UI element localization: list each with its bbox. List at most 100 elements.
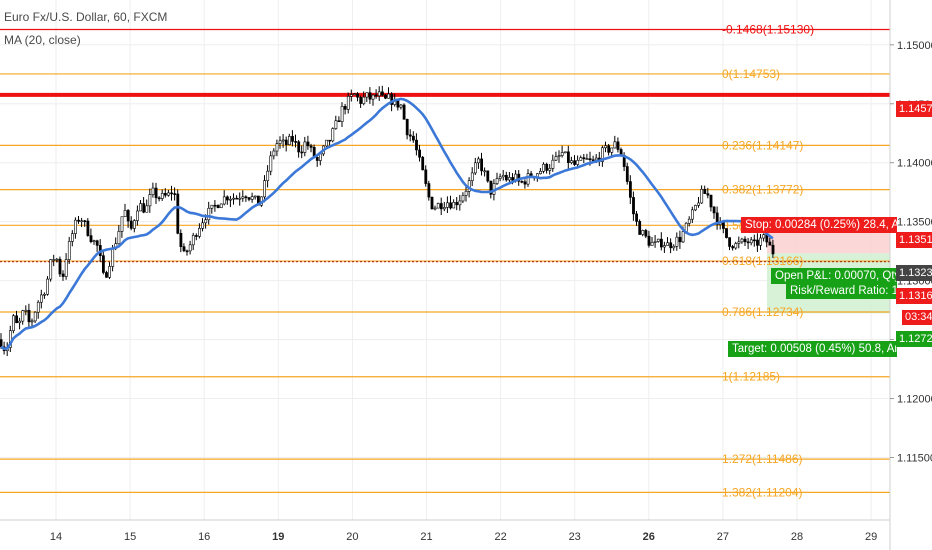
candle-body — [117, 231, 121, 245]
candle-body — [486, 170, 490, 182]
candle-body — [669, 242, 673, 249]
candle-body — [433, 207, 437, 210]
candle-body — [396, 100, 400, 108]
candle-body — [176, 193, 180, 234]
candle-body — [120, 216, 124, 232]
fib-level-label: 0.786(1.12734) — [722, 305, 803, 319]
candle-body — [644, 230, 648, 237]
candle-body — [297, 141, 301, 153]
candle-body — [157, 197, 161, 200]
candle-body — [83, 220, 87, 223]
candle-body — [442, 207, 446, 210]
ma-legend: MA (20, close) — [4, 33, 81, 47]
candle-body — [734, 243, 738, 249]
candle-body — [287, 136, 291, 145]
candle-body — [436, 203, 440, 209]
x-tick-label: 23 — [569, 531, 581, 543]
candle-body — [427, 183, 431, 198]
candle-body — [483, 170, 487, 173]
candle-body — [548, 168, 552, 171]
candle-body — [315, 156, 319, 161]
candle-body — [712, 206, 716, 214]
fib-level-label: 1.382(1.11204) — [722, 485, 803, 499]
candle-body — [55, 258, 59, 261]
bar-timer: 03:34 — [902, 310, 932, 325]
candle-body — [439, 203, 443, 210]
x-tick-label: 27 — [717, 531, 729, 543]
candle-body — [371, 94, 375, 100]
candle-body — [210, 204, 214, 209]
candle-body — [489, 180, 493, 195]
candle-body — [368, 92, 372, 100]
candle-body — [672, 245, 676, 249]
candle-body — [694, 205, 697, 211]
candle-body — [36, 301, 40, 313]
candle-body — [415, 139, 418, 151]
candle-body — [173, 193, 177, 195]
candle-body — [195, 235, 198, 237]
candle-body — [387, 93, 391, 99]
candle-body — [129, 220, 133, 229]
candle-body — [213, 204, 217, 207]
stop-price-label: 1.13515 — [896, 232, 932, 248]
candle-body — [185, 250, 189, 253]
candle-body — [632, 197, 635, 215]
candle-body — [700, 188, 704, 204]
x-tick-label: 20 — [346, 531, 358, 543]
stop-tag[interactable]: Stop: 0.00284 (0.25%) 28.4, Am — [741, 217, 897, 233]
x-tick-label: 21 — [420, 531, 432, 543]
candle-body — [353, 93, 356, 96]
candle-body — [49, 259, 53, 280]
candle-body — [244, 196, 248, 199]
candle-body — [647, 235, 651, 246]
candle-body — [291, 136, 294, 142]
x-tick-label: 22 — [494, 531, 506, 543]
candle-body — [690, 209, 694, 220]
candle-body — [405, 118, 409, 136]
candle-body — [21, 310, 25, 322]
candle-body — [752, 239, 756, 242]
candle-body — [219, 203, 223, 209]
candle-body — [563, 151, 567, 154]
candle-body — [411, 135, 415, 141]
target-tag[interactable]: Target: 0.00508 (0.45%) 50.8, Am — [728, 341, 897, 357]
candle-body — [641, 230, 645, 235]
candle-body — [272, 150, 276, 157]
candle-body — [86, 220, 90, 236]
candle-body — [201, 222, 205, 229]
candle-body — [340, 106, 344, 122]
candles — [0, 85, 775, 357]
candle-body — [635, 213, 639, 222]
candle-body — [709, 194, 713, 208]
candle-body — [749, 239, 753, 244]
candle-body — [27, 309, 31, 323]
candle-body — [545, 163, 549, 171]
candle-body — [762, 234, 766, 239]
candle-body — [576, 160, 580, 165]
open-pnl-tag[interactable]: Open P&L: 0.00070, Qty: — [771, 268, 897, 284]
candle-body — [179, 232, 183, 248]
candle-body — [504, 174, 508, 181]
risk-reward-tag[interactable]: Risk/Reward Ratio: 1. — [786, 283, 897, 299]
candle-body — [430, 196, 434, 210]
candle-body — [508, 177, 511, 181]
candle-body — [24, 309, 28, 312]
candle-body — [33, 311, 37, 322]
candle-body — [64, 259, 68, 277]
candle-body — [570, 160, 573, 163]
candle-body — [0, 339, 3, 348]
candle-body — [139, 203, 143, 212]
y-tick-label: 1.15000 — [897, 40, 932, 52]
candle-body — [198, 228, 201, 237]
candle-body — [594, 157, 598, 161]
candle-body — [328, 139, 332, 142]
candle-body — [238, 197, 242, 200]
candle-body — [638, 221, 642, 235]
y-tick-label: 1.13500 — [897, 217, 932, 229]
candle-body — [229, 198, 232, 201]
candle-body — [71, 233, 74, 242]
candle-body — [278, 140, 282, 144]
fib-level-label: -0.1468(1.15130) — [722, 22, 814, 36]
candle-body — [604, 145, 608, 149]
